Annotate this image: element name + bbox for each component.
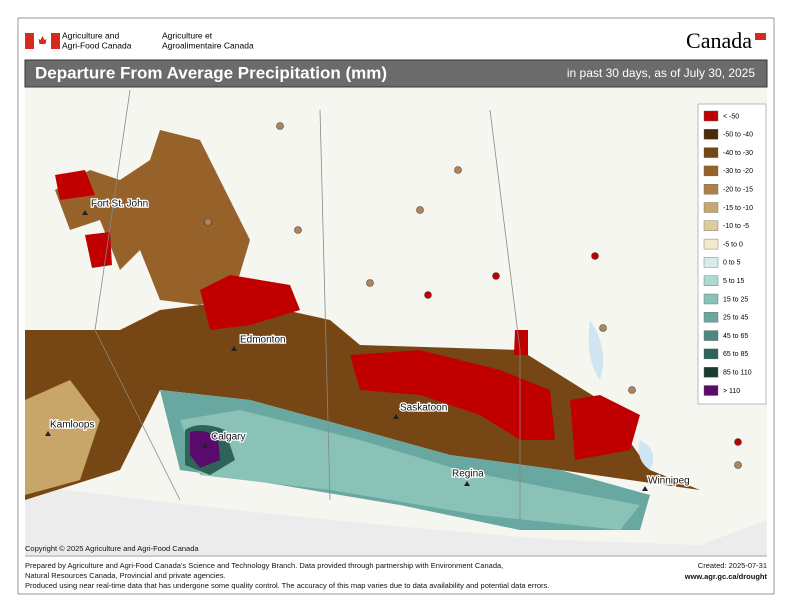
city-label: Winnipeg	[648, 476, 690, 487]
city-label: Saskatoon	[400, 403, 447, 414]
legend-swatch	[703, 367, 719, 378]
legend-swatch	[703, 238, 719, 250]
city-label: Calgary	[211, 432, 245, 443]
legend-swatch	[703, 257, 719, 268]
copyright: Copyright © 2025 Agriculture and Agri-Fo…	[25, 544, 199, 553]
wordmark-flag	[755, 33, 766, 40]
legend-swatch	[703, 330, 719, 341]
legend-label: -30 to -20	[723, 168, 753, 175]
legend-swatch	[703, 348, 719, 360]
legend-swatch	[703, 165, 719, 177]
subtitle: in past 30 days, as of July 30, 2025	[567, 66, 755, 80]
legend-label: < -50	[723, 113, 739, 120]
legend-swatch	[703, 293, 719, 305]
legend-label: -20 to -15	[723, 187, 753, 194]
footer-text: Natural Resources Canada, Provincial and…	[25, 571, 226, 580]
legend-swatch	[703, 220, 719, 232]
wordmark: Canada	[686, 28, 752, 53]
legend-label: -50 to -40	[723, 132, 753, 139]
legend-label: -40 to -30	[723, 150, 753, 157]
org-name: Agriculture et	[162, 30, 213, 40]
legend-swatch	[703, 110, 719, 122]
legend-swatch	[703, 147, 719, 158]
title: Departure From Average Precipitation (mm…	[35, 63, 387, 82]
map	[25, 88, 767, 555]
legend: < -50 -50 to -40 -40 to -30 -30 to -20 -20 t…	[703, 110, 753, 396]
legend-label: 5 to 15	[723, 278, 745, 285]
org-name: Agriculture and	[62, 30, 119, 40]
legend-swatch	[703, 183, 719, 195]
org-name: Agri-Food Canada	[62, 40, 132, 50]
legend-swatch	[703, 312, 719, 323]
legend-label: -10 to -5	[723, 223, 749, 230]
city-markers	[45, 210, 648, 491]
legend-label: 15 to 25	[723, 296, 748, 303]
legend-label: 25 to 45	[723, 315, 748, 322]
legend-label: 0 to 5	[723, 260, 741, 267]
legend-label: 45 to 65	[723, 333, 748, 340]
footer-text: Produced using near real-time data that …	[25, 581, 549, 590]
legend-label: 85 to 110	[723, 370, 752, 377]
legend-label: 65 to 85	[723, 351, 748, 358]
legend-swatch	[703, 202, 719, 213]
url: www.agr.gc.ca/drought	[684, 572, 768, 581]
title-bar	[24, 59, 768, 88]
legend-label: > 110	[723, 388, 740, 395]
legend-swatch	[703, 275, 719, 286]
city-label: Kamloops	[50, 420, 94, 431]
footer-text: Prepared by Agriculture and Agri-Food Ca…	[25, 561, 503, 570]
city-label: Fort St. John	[91, 199, 148, 210]
city-label: Regina	[452, 469, 484, 480]
legend-label: -15 to -10	[723, 205, 753, 212]
flag	[25, 33, 60, 49]
created-date: Created: 2025-07-31	[698, 561, 767, 570]
city-label: Edmonton	[240, 335, 286, 346]
legend-swatch	[703, 129, 719, 140]
org-name: Agroalimentaire Canada	[162, 40, 254, 50]
legend-label: -5 to 0	[723, 241, 743, 248]
legend-swatch	[703, 385, 719, 396]
